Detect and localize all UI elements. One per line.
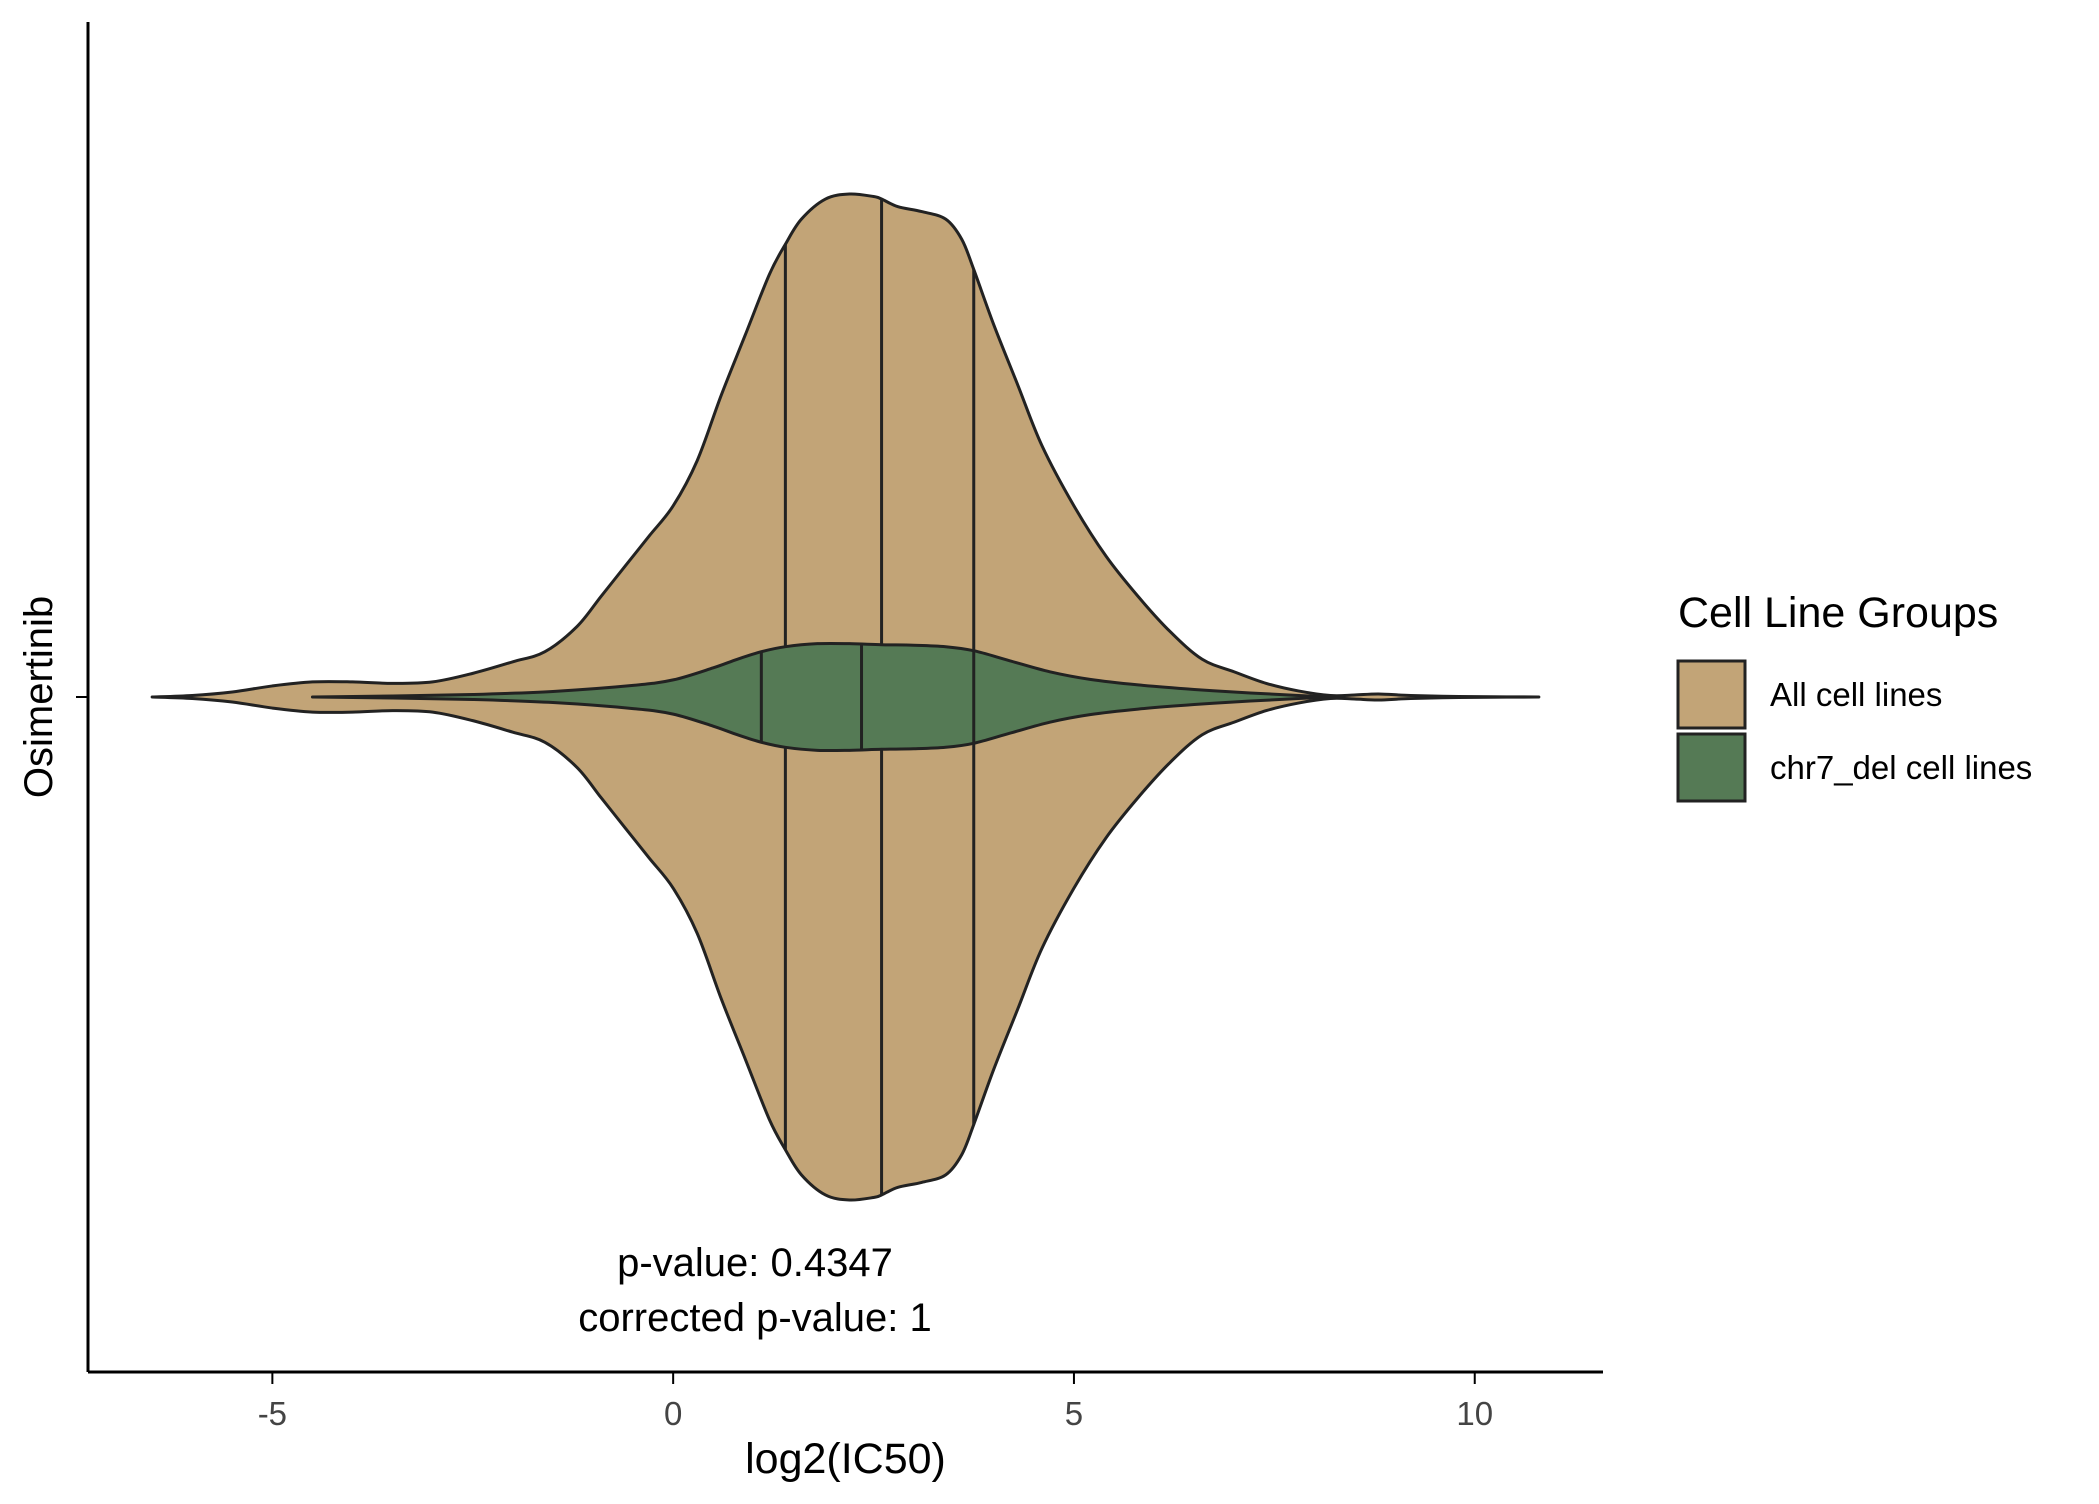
legend-entry-label: chr7_del cell lines <box>1770 749 2032 786</box>
x-axis-label: log2(IC50) <box>745 1435 946 1483</box>
legend: Cell Line Groups All cell lines chr7_del … <box>1676 589 2032 803</box>
p-value-annotation: p-value: 0.4347 <box>617 1241 893 1285</box>
x-tick-label: -5 <box>258 1395 287 1432</box>
y-axis-category-label: Osimertinib <box>17 596 61 798</box>
x-tick-label: 0 <box>664 1395 682 1432</box>
legend-entry-label: All cell lines <box>1770 676 1942 713</box>
violin-body <box>310 641 1332 753</box>
legend-title: Cell Line Groups <box>1678 589 1998 637</box>
x-tick-label: 10 <box>1456 1395 1493 1432</box>
x-tick-label: 5 <box>1065 1395 1083 1432</box>
legend-swatch <box>1676 732 1747 803</box>
x-axis-ticks: -5 0 5 10 <box>258 1372 1493 1432</box>
legend-swatch <box>1676 659 1747 730</box>
violin-layer <box>150 192 1541 1202</box>
legend-entries: All cell lines chr7_del cell lines <box>1676 659 2032 803</box>
violin-chr7-del-cell-lines <box>310 641 1332 753</box>
corrected-p-value-annotation: corrected p-value: 1 <box>578 1296 932 1340</box>
